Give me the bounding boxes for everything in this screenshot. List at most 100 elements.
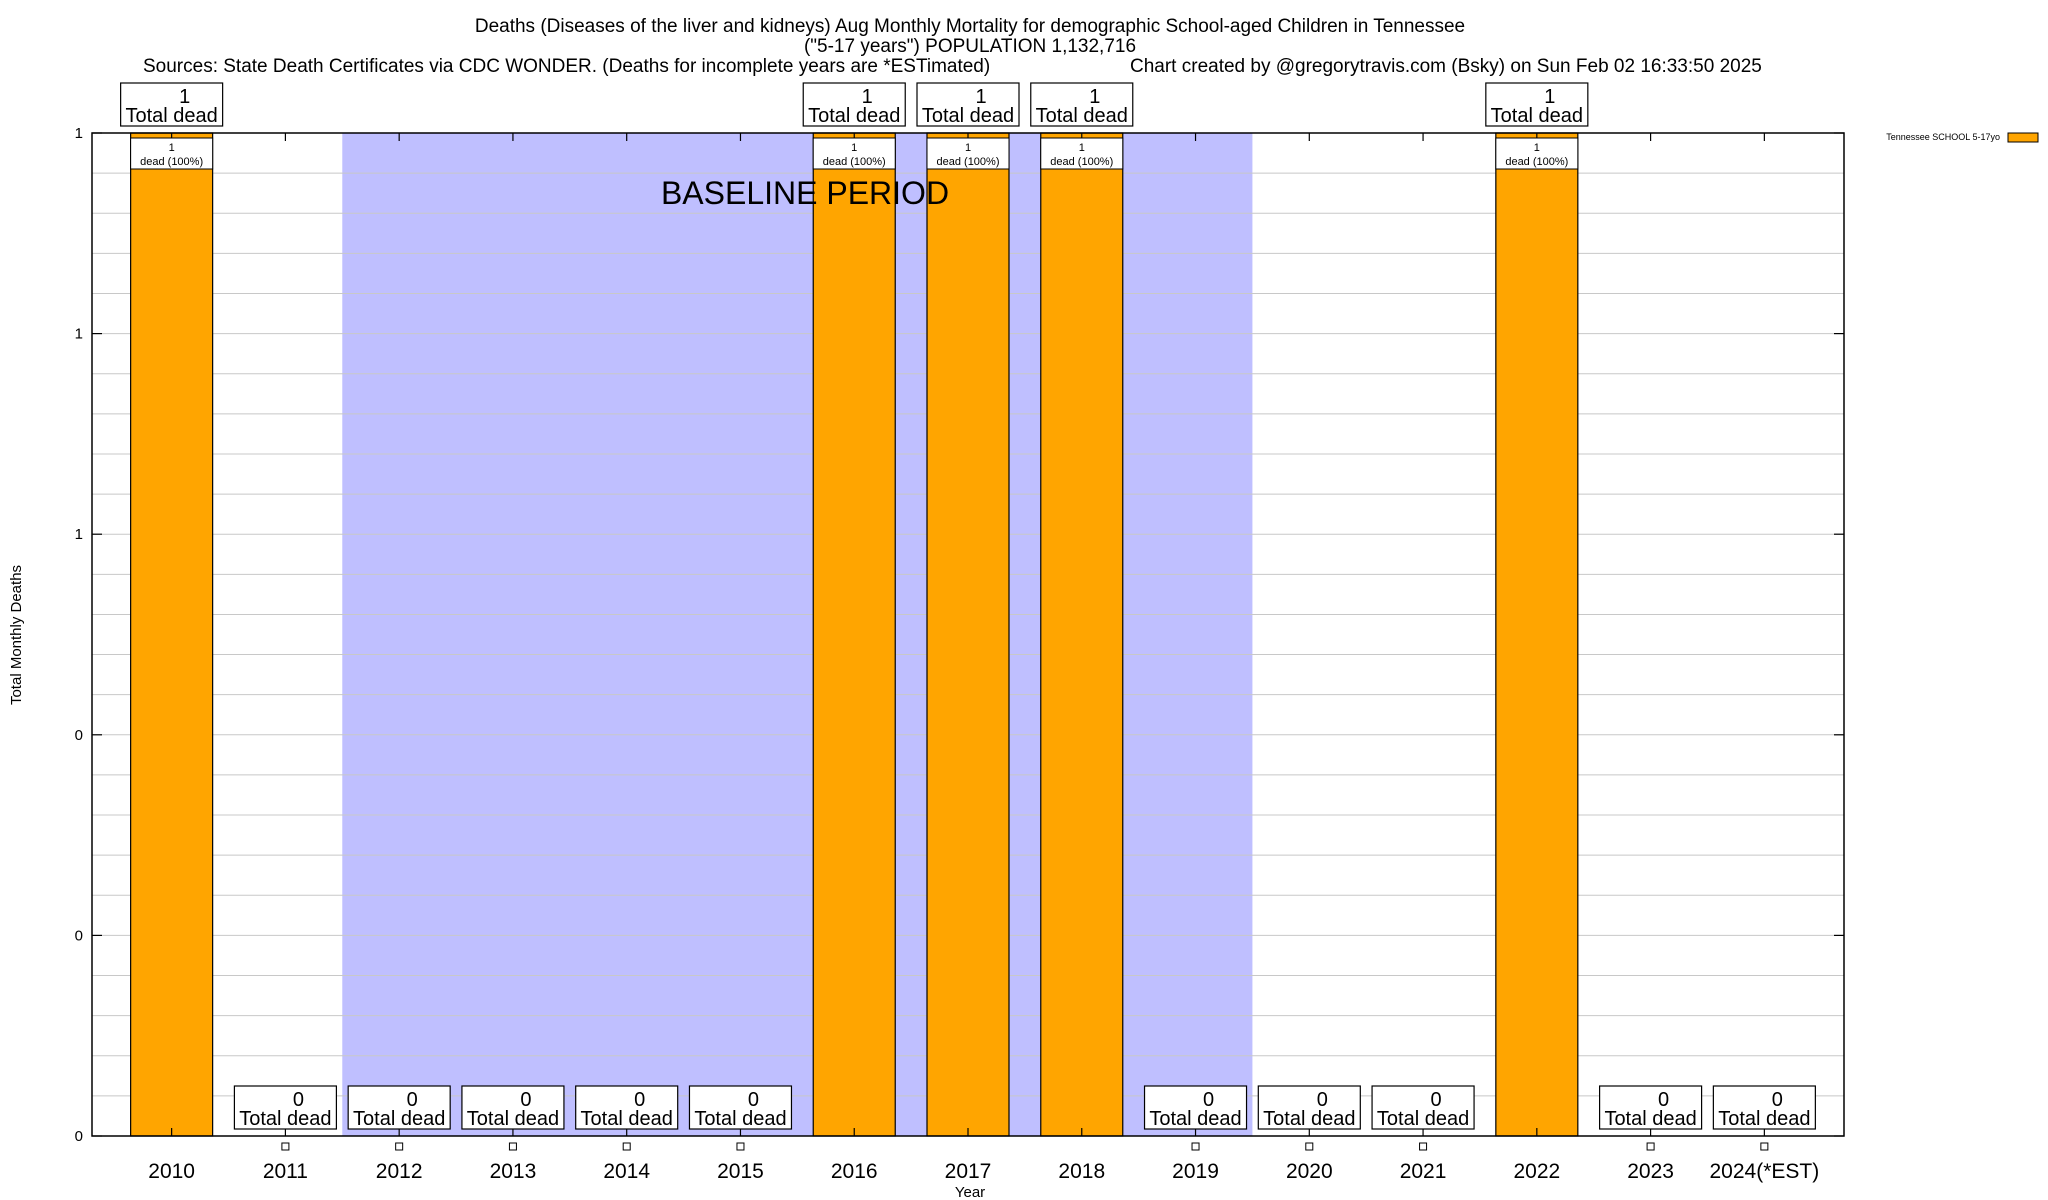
bar-inner-label: dead (100%): [937, 156, 1000, 168]
zero-marker: [281, 1142, 290, 1151]
total-label-box: [575, 1085, 679, 1130]
x-tick-label: 2018: [1058, 1160, 1105, 1183]
total-label-box: [916, 82, 1020, 127]
bar: [926, 132, 1010, 1137]
zero-marker: [622, 1142, 631, 1151]
total-label-value: 0: [293, 1089, 304, 1111]
total-label-value: 0: [407, 1089, 418, 1111]
bar-inner-label-box: [130, 137, 214, 170]
zero-marker: [395, 1142, 404, 1151]
total-label-text: Total dead: [125, 105, 217, 127]
x-tick-label: 2014: [603, 1160, 650, 1183]
chart-credit: Chart created by @gregorytravis.com (Bsk…: [1130, 56, 1762, 77]
total-label-text: Total dead: [922, 105, 1014, 127]
zero-marker: [1191, 1142, 1200, 1151]
y-tick-label: 0: [75, 727, 83, 744]
chart-title-line1: Deaths (Diseases of the liver and kidney…: [475, 16, 1465, 37]
bar-inner-label-box: [812, 137, 896, 170]
total-label-value: 1: [179, 86, 190, 108]
bar: [812, 132, 896, 1137]
bar: [130, 132, 214, 1137]
legend-series-name: Tennessee SCHOOL 5-17yo: [1886, 132, 2000, 142]
total-label-text: Total dead: [1491, 105, 1583, 127]
y-tick-label: 1: [75, 526, 83, 543]
total-label-value: 0: [634, 1089, 645, 1111]
total-label-box: [120, 82, 224, 127]
x-tick-label: 2016: [831, 1160, 878, 1183]
y-axis-label: Total Monthly Deaths: [8, 565, 25, 705]
total-label-value: 0: [1772, 1089, 1783, 1111]
total-label-box: [1485, 82, 1589, 127]
zero-marker: [1305, 1142, 1314, 1151]
bar-inner-label-box: [1040, 137, 1124, 170]
chart-title-line2: ("5-17 years") POPULATION 1,132,716: [804, 36, 1136, 57]
bar-inner-label-box: [1495, 137, 1579, 170]
total-label-box: [1598, 1085, 1703, 1130]
total-label-value: 0: [1203, 1089, 1214, 1111]
total-label-text: Total dead: [1263, 1108, 1355, 1130]
y-tick-label: 1: [75, 125, 83, 142]
x-tick-label: 2024(*EST): [1710, 1160, 1820, 1183]
bar-inner-label: dead (100%): [1050, 156, 1113, 168]
total-label-box: [1371, 1085, 1475, 1130]
total-label-value: 0: [520, 1089, 531, 1111]
x-tick-label: 2015: [717, 1160, 764, 1183]
bar: [1040, 132, 1124, 1137]
total-label-text: Total dead: [467, 1108, 559, 1130]
chart-sources: Sources: State Death Certificates via CD…: [143, 56, 990, 77]
total-label-box: [688, 1085, 793, 1130]
zero-marker: [1419, 1142, 1428, 1151]
total-label-text: Total dead: [1149, 1108, 1241, 1130]
total-label-box: [461, 1085, 565, 1130]
x-tick-label: 2019: [1172, 1160, 1219, 1183]
total-label-text: Total dead: [353, 1108, 445, 1130]
total-label-box: [347, 1085, 451, 1130]
total-label-text: Total dead: [581, 1108, 673, 1130]
total-label-box: [802, 82, 906, 127]
zero-marker: [508, 1142, 517, 1151]
total-label-text: Total dead: [808, 105, 900, 127]
total-label-value: 0: [1317, 1089, 1328, 1111]
x-tick-label: 2020: [1286, 1160, 1333, 1183]
total-label-box: [1712, 1085, 1816, 1130]
total-label-text: Total dead: [694, 1108, 786, 1130]
total-label-text: Total dead: [239, 1108, 331, 1130]
total-label-value: 1: [1544, 86, 1555, 108]
y-tick-label: 0: [75, 1128, 83, 1145]
zero-marker: [1646, 1142, 1655, 1151]
x-axis-label: Year: [955, 1184, 985, 1200]
x-tick-label: 2013: [490, 1160, 537, 1183]
bar-inner-value: 1: [169, 142, 175, 154]
total-label-value: 1: [1089, 86, 1100, 108]
x-tick-label: 2023: [1627, 1160, 1674, 1183]
zero-marker: [736, 1142, 745, 1151]
x-tick-label: 2017: [945, 1160, 992, 1183]
total-label-value: 1: [975, 86, 986, 108]
total-label-value: 0: [1431, 1089, 1442, 1111]
zero-marker: [1760, 1142, 1769, 1151]
bar-inner-value: 1: [851, 142, 857, 154]
total-label-box: [233, 1085, 338, 1130]
legend-swatch: [2007, 132, 2039, 143]
bar-inner-label: dead (100%): [140, 156, 203, 168]
total-label-box: [1143, 1085, 1248, 1130]
bar-inner-value: 1: [1079, 142, 1085, 154]
x-tick-label: 2011: [263, 1160, 308, 1183]
total-label-text: Total dead: [1036, 105, 1128, 127]
total-label-value: 0: [1658, 1089, 1669, 1111]
y-tick-label: 0: [75, 927, 83, 944]
total-label-text: Total dead: [1377, 1108, 1469, 1130]
total-label-value: 1: [862, 86, 873, 108]
bar-inner-label-box: [926, 137, 1010, 170]
baseline-label: BASELINE PERIOD: [661, 175, 949, 211]
bar-inner-label: dead (100%): [1505, 156, 1568, 168]
x-tick-label: 2012: [376, 1160, 423, 1183]
bar-inner-value: 1: [1534, 142, 1540, 154]
total-label-text: Total dead: [1718, 1108, 1810, 1130]
bar-inner-value: 1: [965, 142, 971, 154]
total-label-box: [1257, 1085, 1361, 1130]
total-label-text: Total dead: [1604, 1108, 1696, 1130]
x-tick-label: 2010: [148, 1160, 195, 1183]
total-label-box: [1030, 82, 1134, 127]
